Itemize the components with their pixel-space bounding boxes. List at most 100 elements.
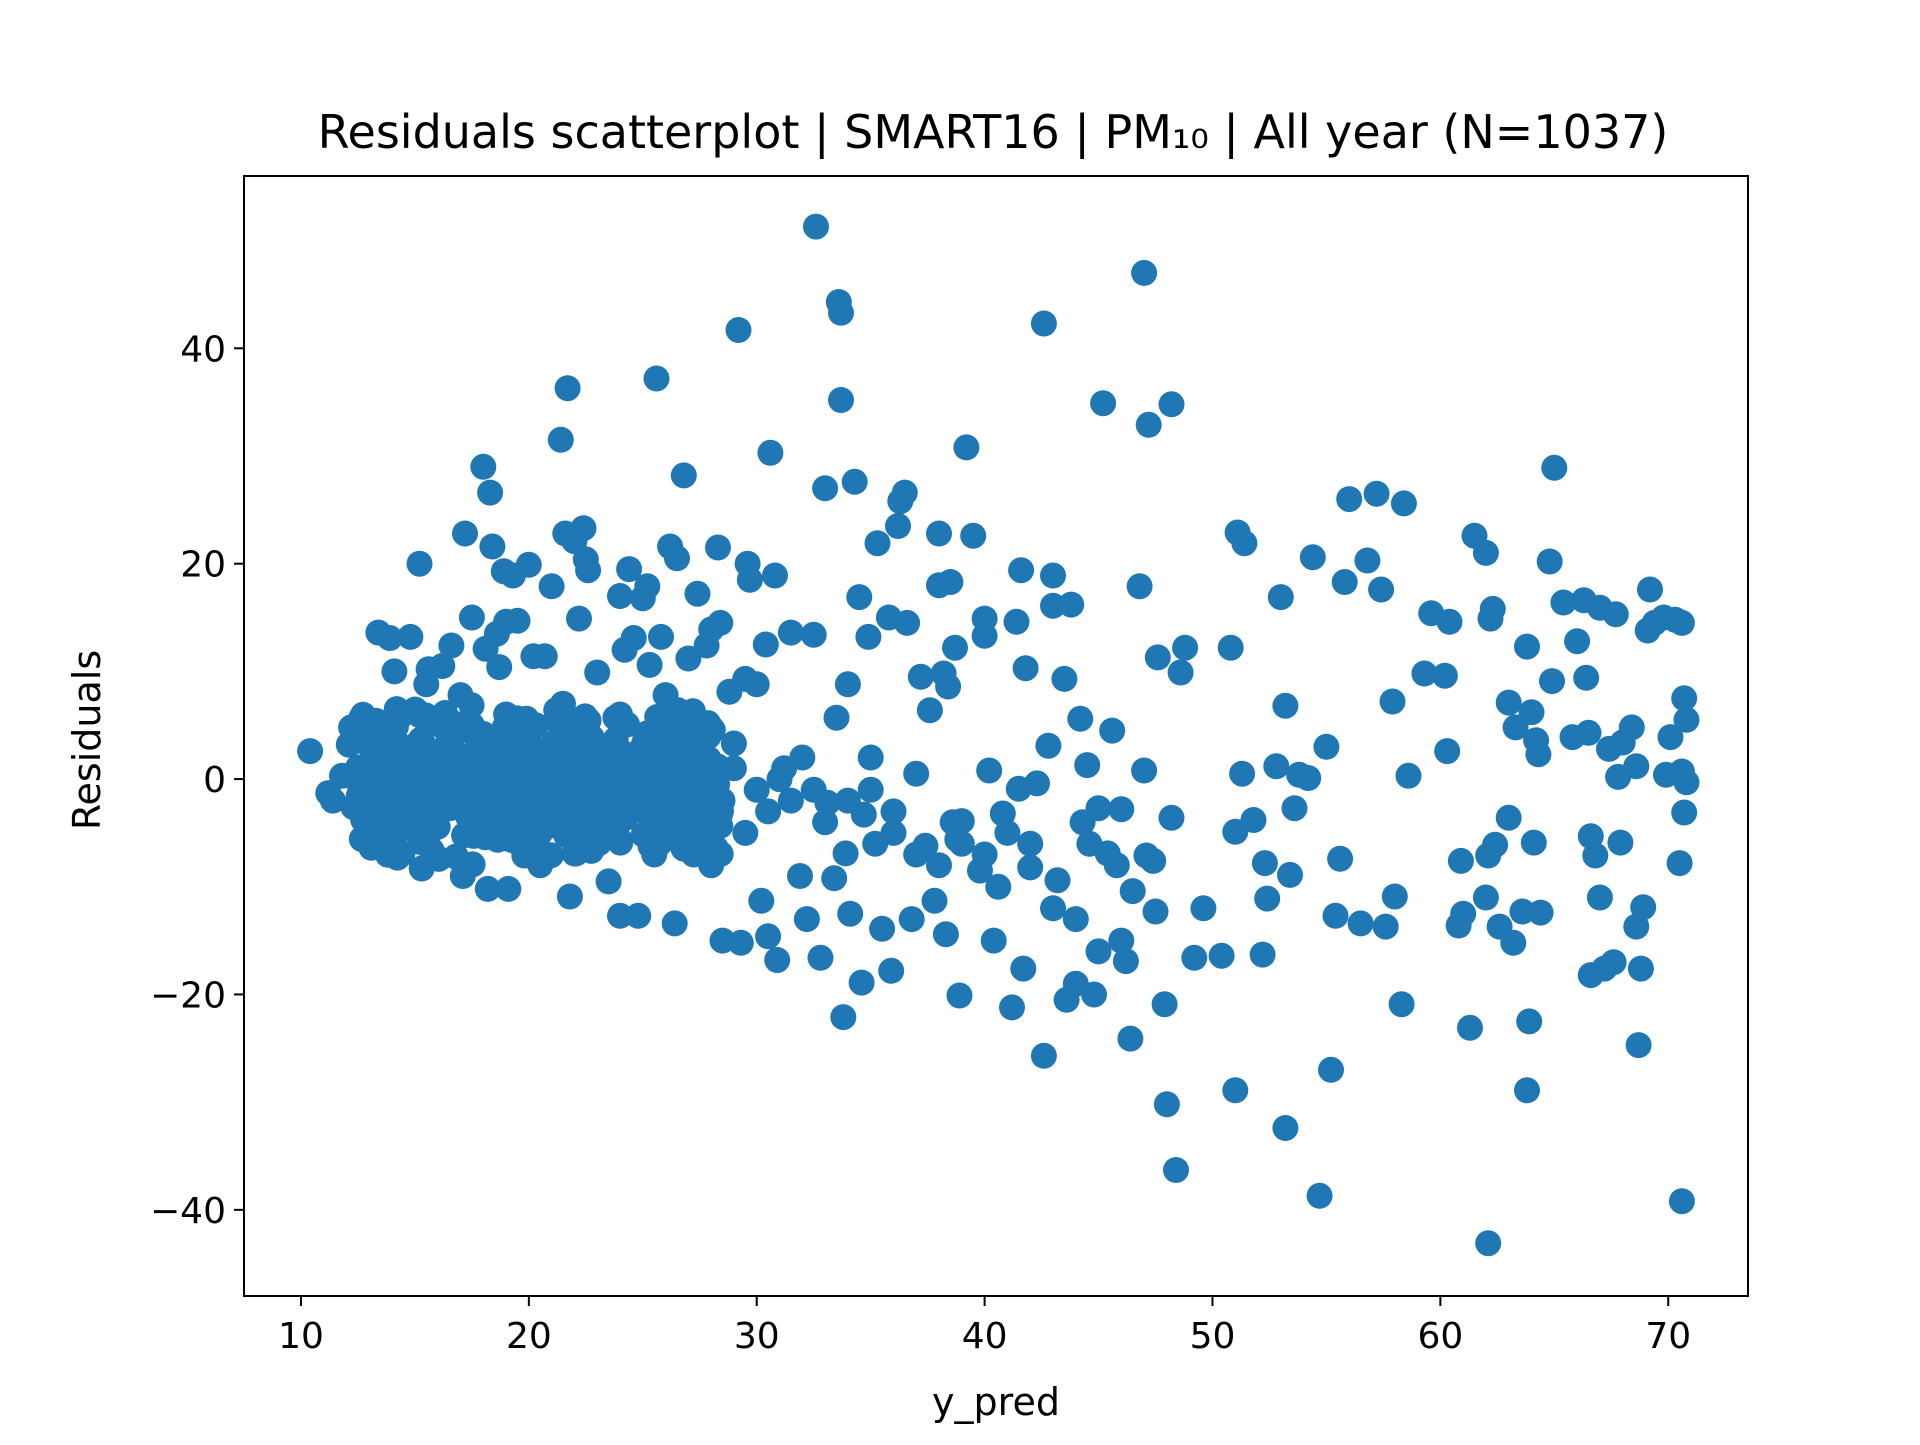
scatter-point bbox=[1163, 1157, 1189, 1183]
scatter-point bbox=[1600, 949, 1627, 976]
scatter-point bbox=[1539, 668, 1565, 695]
scatter-point bbox=[347, 776, 374, 803]
scatter-point bbox=[1140, 847, 1167, 874]
scatter-point bbox=[846, 584, 873, 611]
scatter-point bbox=[360, 802, 387, 829]
scatter-point bbox=[1482, 831, 1509, 858]
scatter-point bbox=[1525, 741, 1552, 768]
scatter-point bbox=[1103, 852, 1130, 879]
scatter-point bbox=[1541, 454, 1568, 481]
scatter-point bbox=[880, 798, 907, 825]
scatter-point bbox=[570, 515, 597, 542]
chart-title: Residuals scatterplot | SMART16 | PM₁₀ |… bbox=[318, 105, 1669, 160]
y-tick-label: 20 bbox=[180, 545, 226, 586]
scatter-point bbox=[828, 387, 854, 413]
scatter-point bbox=[493, 701, 520, 728]
scatter-point bbox=[1229, 760, 1256, 787]
scatter-point bbox=[1607, 829, 1634, 856]
scatter-point bbox=[616, 556, 643, 583]
scatter-point bbox=[903, 841, 930, 868]
plot-area bbox=[297, 213, 1700, 1257]
scatter-point bbox=[1625, 1032, 1652, 1059]
scatter-point bbox=[479, 533, 506, 560]
scatter-point bbox=[1142, 898, 1169, 925]
scatter-point bbox=[363, 707, 390, 734]
scatter-point bbox=[787, 863, 813, 889]
scatter-point bbox=[1475, 1230, 1502, 1257]
scatter-point bbox=[1623, 753, 1650, 780]
scatter-point bbox=[948, 830, 975, 857]
y-axis: −40 −20 0 20 40 bbox=[150, 329, 244, 1232]
scatter-point bbox=[486, 654, 513, 681]
scatter-point bbox=[1012, 655, 1039, 682]
scatter-point bbox=[566, 605, 592, 632]
scatter-point bbox=[1411, 660, 1438, 687]
scatter-point bbox=[1500, 929, 1527, 956]
x-axis-label: y_pred bbox=[932, 1380, 1060, 1424]
scatter-point bbox=[374, 731, 401, 758]
scatter-point bbox=[1336, 486, 1363, 513]
scatter-point bbox=[1119, 878, 1146, 905]
scatter-point bbox=[1208, 942, 1235, 969]
scatter-point bbox=[607, 902, 633, 929]
scatter-point bbox=[946, 982, 973, 1009]
scatter-point bbox=[1354, 547, 1381, 574]
scatter-point bbox=[864, 530, 891, 557]
scatter-point bbox=[625, 902, 652, 929]
scatter-point bbox=[1085, 938, 1112, 965]
scatter-point bbox=[1564, 628, 1591, 655]
scatter-point bbox=[926, 520, 952, 547]
scatter-point bbox=[980, 927, 1007, 954]
scatter-point bbox=[748, 887, 775, 914]
scatter-point bbox=[1514, 633, 1540, 660]
scatter-point bbox=[766, 766, 793, 793]
scatter-point bbox=[356, 751, 383, 777]
scatter-point bbox=[531, 643, 558, 670]
scatter-point bbox=[648, 623, 674, 650]
scatter-point bbox=[935, 673, 962, 700]
scatter-point bbox=[664, 712, 690, 739]
scatter-point bbox=[743, 776, 770, 803]
scatter-point bbox=[1457, 1014, 1483, 1041]
scatter-point bbox=[684, 580, 711, 607]
scatter-point bbox=[319, 787, 346, 814]
scatter-point bbox=[447, 682, 474, 709]
scatter-point bbox=[869, 915, 896, 942]
scatter-point bbox=[707, 609, 734, 636]
scatter-point-dense bbox=[561, 840, 588, 867]
scatter-point bbox=[994, 819, 1021, 846]
scatter-point bbox=[1447, 847, 1474, 874]
scatter-point bbox=[575, 557, 602, 584]
scatter-point bbox=[1495, 689, 1522, 716]
scatter-point-dense bbox=[572, 703, 599, 730]
scatter-point bbox=[515, 733, 542, 760]
scatter-point bbox=[894, 609, 921, 636]
scatter-point bbox=[1582, 842, 1609, 869]
scatter-point bbox=[1062, 906, 1089, 933]
scatter-point bbox=[652, 682, 679, 709]
scatter-point bbox=[823, 704, 850, 731]
x-tick-label: 60 bbox=[1417, 1316, 1463, 1357]
scatter-point bbox=[436, 744, 463, 771]
scatter-point bbox=[698, 852, 725, 879]
scatter-point bbox=[1251, 850, 1278, 877]
scatter-point bbox=[1040, 562, 1066, 589]
scatter-point bbox=[1003, 608, 1030, 635]
scatter-point bbox=[953, 434, 980, 461]
scatter-point bbox=[837, 900, 864, 927]
scatter-point bbox=[1479, 595, 1506, 622]
scatter-point-dense bbox=[702, 811, 729, 838]
scatter-point bbox=[1573, 664, 1600, 691]
scatter-point bbox=[971, 841, 998, 868]
scatter-point bbox=[477, 479, 504, 506]
scatter-point bbox=[855, 623, 882, 650]
scatter-point bbox=[1363, 480, 1390, 507]
x-tick-label: 20 bbox=[506, 1316, 552, 1357]
scatter-point bbox=[1067, 705, 1094, 732]
scatter-point bbox=[1322, 902, 1349, 929]
scatter-point-dense bbox=[484, 779, 511, 806]
scatter-point bbox=[764, 947, 791, 973]
scatter-point bbox=[1450, 900, 1477, 927]
